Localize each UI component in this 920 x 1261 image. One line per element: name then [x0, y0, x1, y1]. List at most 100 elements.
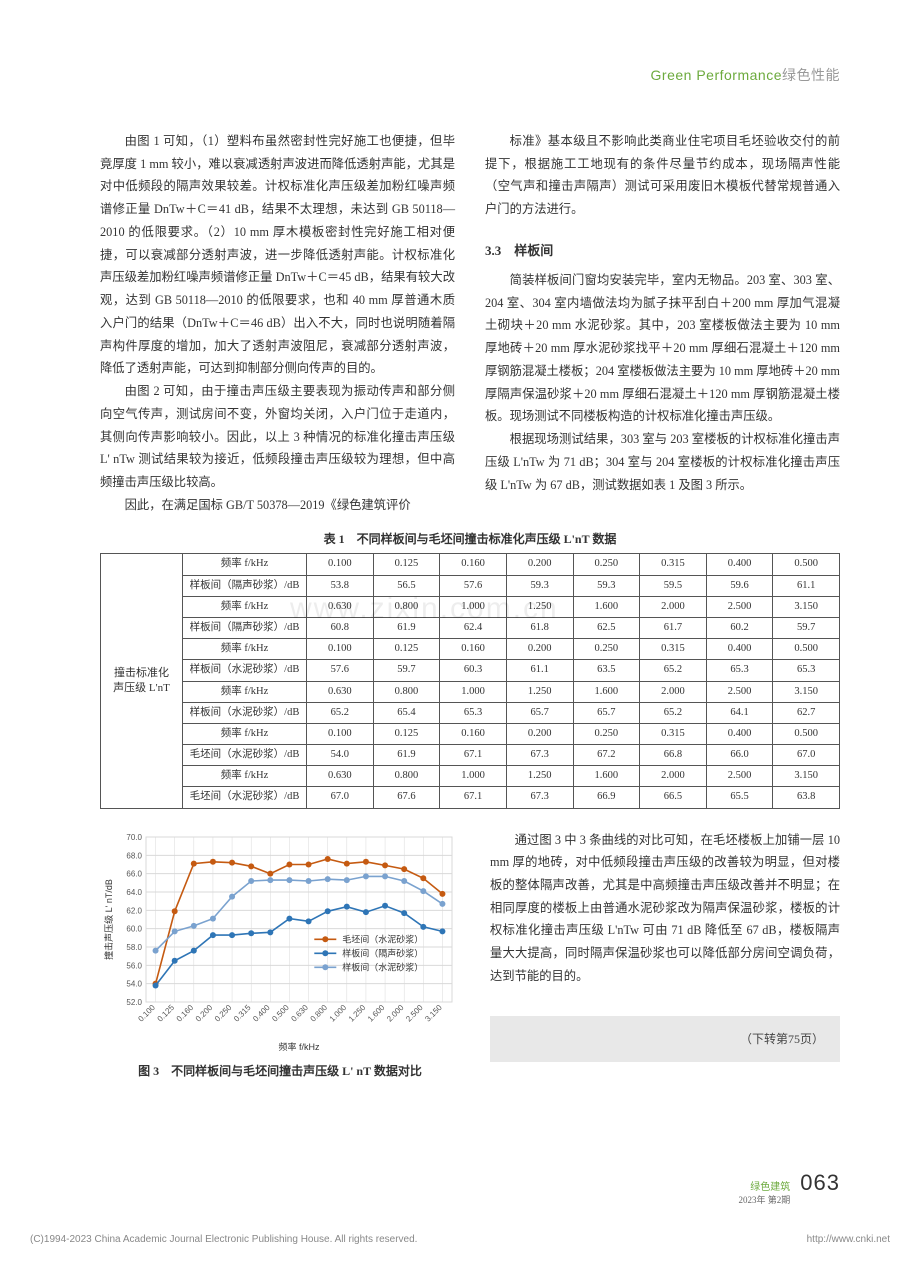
table-cell: 0.200: [506, 554, 573, 575]
svg-text:0.630: 0.630: [289, 1002, 310, 1023]
table-cell: 66.8: [640, 745, 707, 766]
right-column: 标准》基本级且不影响此类商业住宅项目毛坯验收交付的前提下，根据施工工地现有的条件…: [485, 130, 840, 516]
svg-text:54.0: 54.0: [126, 979, 142, 988]
svg-text:频率 f/kHz: 频率 f/kHz: [278, 1041, 320, 1052]
table-cell: 64.1: [706, 702, 773, 723]
table-cell: 54.0: [307, 745, 374, 766]
table-row-label: 样板间（隔声砂浆）/dB: [183, 618, 307, 639]
table-cell: 1.600: [573, 766, 640, 787]
table-cell: 66.0: [706, 745, 773, 766]
table-cell: 67.2: [573, 745, 640, 766]
svg-text:0.500: 0.500: [270, 1002, 291, 1023]
table-cell: 61.1: [506, 660, 573, 681]
table-cell: 0.160: [440, 723, 507, 744]
svg-text:2.500: 2.500: [404, 1002, 425, 1023]
copyright-line: (C)1994-2023 China Academic Journal Elec…: [30, 1234, 890, 1245]
table-cell: 65.3: [773, 660, 840, 681]
table-cell: 67.0: [773, 745, 840, 766]
table-cell: 0.500: [773, 723, 840, 744]
table-cell: 0.125: [373, 554, 440, 575]
table-cell: 0.250: [573, 639, 640, 660]
table-cell: 2.500: [706, 596, 773, 617]
table-rowhead: 撞击标准化声压级 L'nT: [101, 554, 183, 808]
table-caption: 表 1 不同样板间与毛坯间撞击标准化声压级 L'nT 数据: [100, 530, 840, 547]
svg-text:0.400: 0.400: [251, 1002, 272, 1023]
table-cell: 67.3: [506, 745, 573, 766]
table-cell: 2.000: [640, 766, 707, 787]
svg-text:1.000: 1.000: [328, 1002, 349, 1023]
table-cell: 59.3: [506, 575, 573, 596]
table-cell: 57.6: [440, 575, 507, 596]
table-cell: 0.500: [773, 639, 840, 660]
table-cell: 65.2: [640, 660, 707, 681]
svg-text:64.0: 64.0: [126, 888, 142, 897]
svg-text:样板间（隔声砂浆）: 样板间（隔声砂浆）: [342, 947, 423, 958]
table-cell: 59.3: [573, 575, 640, 596]
header-en: Green Performance: [651, 67, 782, 83]
continued-note: （下转第75页）: [490, 1016, 840, 1062]
table-row-label: 样板间（隔声砂浆）/dB: [183, 575, 307, 596]
journal-name: 绿色建筑: [739, 1178, 791, 1193]
svg-text:68.0: 68.0: [126, 851, 142, 860]
table-cell: 65.3: [706, 660, 773, 681]
para: 因此，在满足国标 GB/T 50378—2019《绿色建筑评价: [100, 494, 455, 517]
table-cell: 0.250: [573, 554, 640, 575]
table-cell: 57.6: [307, 660, 374, 681]
svg-text:1.600: 1.600: [366, 1002, 387, 1023]
table-cell: 0.400: [706, 554, 773, 575]
table-cell: 3.150: [773, 596, 840, 617]
para: 由图 1 可知，（1）塑料布虽然密封性完好施工也便捷，但毕竟厚度 1 mm 较小…: [100, 130, 455, 380]
table-cell: 66.9: [573, 787, 640, 808]
table-row-label: 频率 f/kHz: [183, 596, 307, 617]
table-cell: 0.200: [506, 639, 573, 660]
table-cell: 60.8: [307, 618, 374, 639]
lower-right-text: 通过图 3 中 3 条曲线的对比可知，在毛坯楼板上加铺一层 10 mm 厚的地砖…: [490, 829, 840, 1079]
table-cell: 67.3: [506, 787, 573, 808]
table-row-label: 频率 f/kHz: [183, 639, 307, 660]
table-cell: 0.125: [373, 723, 440, 744]
svg-text:0.315: 0.315: [232, 1002, 253, 1023]
table-cell: 0.125: [373, 639, 440, 660]
table-row-label: 频率 f/kHz: [183, 723, 307, 744]
table-row-label: 毛坯间（水泥砂浆）/dB: [183, 787, 307, 808]
table-cell: 0.800: [373, 681, 440, 702]
table-cell: 67.6: [373, 787, 440, 808]
table-cell: 1.000: [440, 681, 507, 702]
table-cell: 61.9: [373, 618, 440, 639]
svg-text:52.0: 52.0: [126, 998, 142, 1007]
table-cell: 0.200: [506, 723, 573, 744]
table-cell: 0.160: [440, 554, 507, 575]
table-cell: 61.1: [773, 575, 840, 596]
para: 标准》基本级且不影响此类商业住宅项目毛坯验收交付的前提下，根据施工工地现有的条件…: [485, 130, 840, 221]
chart-caption: 图 3 不同样板间与毛坯间撞击声压级 L' nT 数据对比: [100, 1062, 460, 1079]
table-cell: 0.315: [640, 554, 707, 575]
table-cell: 65.5: [706, 787, 773, 808]
table-cell: 2.000: [640, 681, 707, 702]
table-cell: 67.0: [307, 787, 374, 808]
table-cell: 3.150: [773, 766, 840, 787]
copyright-url: http://www.cnki.net: [807, 1234, 890, 1245]
table-cell: 0.800: [373, 766, 440, 787]
svg-text:撞击声压级 L' nT/dB: 撞击声压级 L' nT/dB: [103, 879, 114, 960]
table-cell: 0.250: [573, 723, 640, 744]
table-cell: 61.9: [373, 745, 440, 766]
para: 根据现场测试结果，303 室与 203 室楼板的计权标准化撞击声压级 L'nTw…: [485, 428, 840, 496]
table-cell: 1.600: [573, 681, 640, 702]
table-cell: 59.6: [706, 575, 773, 596]
table-cell: 53.8: [307, 575, 374, 596]
table-cell: 0.315: [640, 723, 707, 744]
table-cell: 67.1: [440, 787, 507, 808]
table-cell: 65.3: [440, 702, 507, 723]
para: 简装样板间门窗均安装完毕，室内无物品。203 室、303 室、204 室、304…: [485, 269, 840, 428]
svg-text:56.0: 56.0: [126, 961, 142, 970]
data-table: 撞击标准化声压级 L'nT频率 f/kHz0.1000.1250.1600.20…: [100, 553, 840, 808]
table-cell: 1.000: [440, 766, 507, 787]
table-cell: 2.500: [706, 681, 773, 702]
table-cell: 0.400: [706, 723, 773, 744]
svg-text:58.0: 58.0: [126, 943, 142, 952]
table-cell: 0.160: [440, 639, 507, 660]
table-cell: 59.5: [640, 575, 707, 596]
table-cell: 65.4: [373, 702, 440, 723]
table-cell: 0.630: [307, 681, 374, 702]
svg-text:62.0: 62.0: [126, 906, 142, 915]
